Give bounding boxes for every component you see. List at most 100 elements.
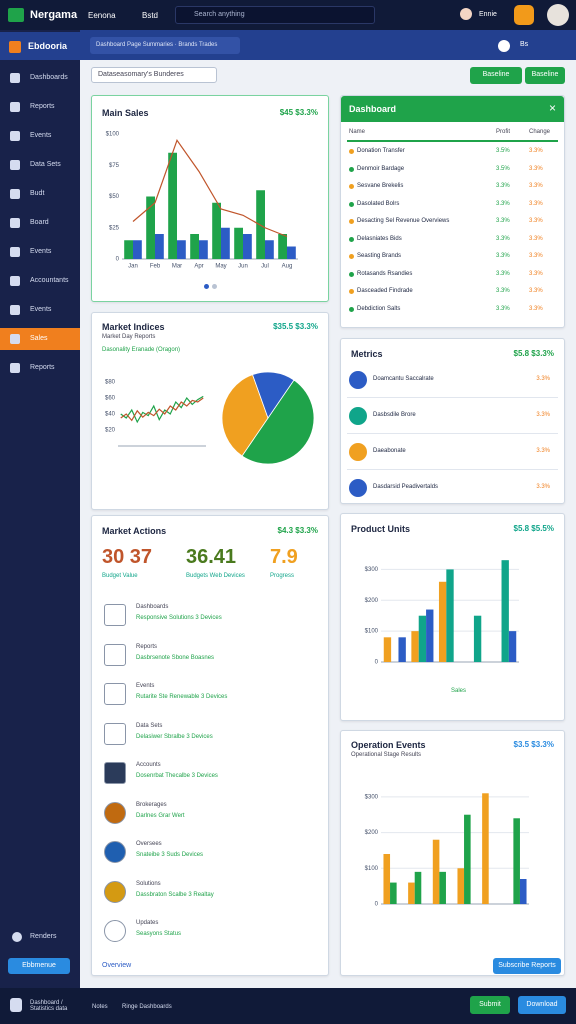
profile[interactable] [547,4,569,26]
bar [168,152,177,259]
cell-value: 3.3% [529,270,543,277]
line-chart: $20 $40 $60 $80 [105,380,206,447]
avatar [460,8,472,20]
cell-value: 3.3% [496,235,510,242]
item-title: Reports [136,643,158,650]
panel-title: Operation Events [351,740,426,750]
badge: Bs [520,41,529,48]
bar [519,879,527,904]
icon [12,932,22,942]
panel-value: $3.5 $3.3% [513,740,554,749]
toolbar-button[interactable]: Baseline [470,67,522,84]
panel-value: $35.5 $3.3% [273,322,318,331]
link[interactable]: Overview [102,962,132,969]
item-text: Rutarite Ste Renewable 3 Devices [136,694,228,700]
header: Dashboard Page Summaries · Brands Trades… [80,30,576,60]
item-icon [104,722,126,745]
bar [438,581,447,662]
breadcrumb: Dashboard Page Summaries · Brands Trades [90,37,240,54]
cell-value: 3.3% [529,218,543,224]
bar-chart: 0 $100 $200 $300 [365,560,519,666]
icon [10,363,20,373]
sidebar-item[interactable]: Data Sets [0,154,80,176]
cell-value: 3.3% [496,253,510,259]
metric-label: Daeabonate [373,448,406,454]
panel-title: Dashboard [349,104,397,114]
toggle[interactable] [498,40,510,52]
panel-title: Market Actions [102,526,167,536]
download-button[interactable]: Download [518,996,566,1014]
sidebar-item[interactable]: Board [0,212,80,234]
sidebar-item[interactable]: Dashboards [0,67,80,89]
sidebar-item[interactable]: Reports [0,96,80,118]
footer-link[interactable]: Ringe Dashboards [122,1004,172,1010]
item-icon [104,643,126,666]
line [120,397,204,422]
subscribe-button[interactable]: Subscribe Reports [493,958,561,974]
x-tick-label: Mar [172,264,182,270]
sidebar-item[interactable]: Reports [0,357,80,379]
stat-value: 7.9 [270,546,298,568]
x-tick-label: Jun [238,264,248,270]
item-title: Updates [136,920,159,926]
sidebar-item[interactable]: Sales [0,328,80,350]
item-text: Dasbrsenote Sbone Boasnes [136,654,215,661]
cell-value: 3.3% [496,200,510,207]
pager-dot[interactable] [212,284,217,289]
sidebar-button[interactable]: Ebbmenue [8,958,70,974]
sidebar-item[interactable]: Events [0,125,80,147]
bar [398,637,406,662]
cell-name: Debdiction Salts [357,305,401,312]
metric-label: Dasdarsid Peadivertalds [373,484,439,490]
row-icon [349,201,354,207]
submit-button[interactable]: Submit [470,996,510,1014]
sidebar-item[interactable]: Events [0,241,80,263]
market-indices-panel: Market Indices $35.5 $3.3% Market Day Re… [91,312,329,510]
sidebar-title: Ebdooria [28,41,68,51]
tab[interactable]: Bstd [142,11,159,20]
row-icon [349,306,354,312]
x-tick-label: May [215,264,226,270]
cell-value: 3.3% [529,288,543,294]
divider [347,433,558,434]
bar [265,240,274,259]
row-icon [349,219,354,224]
dropdown[interactable]: Dataseasomary's Bunderes [91,67,217,83]
item-icon [104,880,126,903]
icon [10,73,20,83]
icon [10,160,20,170]
divider [347,397,558,398]
sidebar-header: Ebdooria [0,32,80,60]
item-text: Snateibe 3 Suds Devices [136,852,204,858]
bar [287,246,296,259]
close-button[interactable]: × [548,101,556,115]
bar [234,227,243,259]
filter[interactable]: Dasonality Eranade (Oragon) [102,347,181,353]
y-tick-label: $200 [365,598,379,604]
bar [473,615,482,662]
sidebar-item[interactable]: Accountants [0,270,80,292]
y-tick-label: $20 [105,428,116,434]
cell-value: 3.3% [496,305,510,312]
cell-value: 3.5% [496,148,510,154]
item-title: Oversees [136,841,162,847]
footer-notes[interactable]: Notes [92,1004,108,1010]
pager-dot[interactable] [204,284,209,289]
notify-button[interactable] [514,5,534,25]
menu[interactable]: Eenona [88,11,116,20]
icon [10,247,20,257]
panel-value: $5.8 $5.5% [513,524,554,533]
divider [347,469,558,470]
toolbar-button[interactable]: Baseline [525,67,565,84]
row-icon [349,271,354,277]
sidebar-item[interactable]: Budt [0,183,80,205]
sidebar-item[interactable]: Events [0,299,80,321]
sidebar-footer[interactable]: Renders [30,933,57,940]
panel-title: Metrics [351,349,383,359]
search[interactable]: Search anything [175,6,375,24]
panel-value: $4.3 $3.3% [277,526,318,535]
row-icon [349,184,354,189]
bar [482,793,489,904]
icon [10,131,20,141]
user[interactable]: Ennie [479,11,497,18]
